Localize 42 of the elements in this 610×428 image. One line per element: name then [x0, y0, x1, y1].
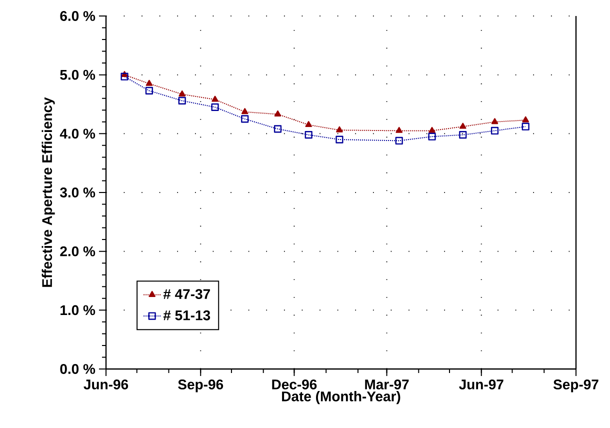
point: [241, 115, 249, 123]
point: [212, 96, 218, 102]
y-tick-label: 1.0 %: [60, 305, 96, 316]
point: [459, 131, 467, 139]
x-tick-label: Jun-97: [459, 380, 504, 390]
y-tick-label: 0.0 %: [60, 364, 96, 374]
point: [459, 122, 466, 129]
point: [178, 90, 186, 96]
x-tick-label: Sep-97: [553, 380, 598, 392]
x-tick-label: Mar-97: [365, 380, 409, 390]
point: [395, 136, 403, 145]
legend-label: # 47-37: [163, 289, 210, 300]
legend-label: # 51-13: [163, 310, 210, 320]
x-tick-label: Sep-96: [178, 380, 224, 392]
x-axis-title: Date (Month-Year): [282, 391, 400, 404]
point: [145, 86, 153, 95]
point: [336, 126, 343, 132]
point: [178, 96, 186, 105]
y-tick-label: 6.0 %: [60, 11, 96, 21]
x-tick-label: Dec-96: [272, 380, 317, 390]
point: [274, 110, 282, 116]
y-tick-label: 2.0 %: [60, 246, 96, 256]
y-tick-label: 3.0 %: [60, 188, 96, 198]
y-tick-label: 4.0 %: [60, 128, 96, 139]
y-tick-label: 5.0 %: [60, 70, 96, 80]
point: [491, 118, 498, 124]
y-axis-title: Effective Aperture Efficiency: [42, 97, 55, 287]
point: [241, 108, 248, 114]
point: [120, 72, 128, 80]
point: [428, 126, 436, 133]
point: [211, 103, 219, 111]
x-tick-label: Jun-96: [84, 380, 128, 390]
point: [522, 116, 529, 122]
point: [146, 80, 153, 86]
point: [428, 132, 436, 140]
point: [522, 122, 530, 130]
point: [336, 136, 344, 144]
point: [304, 131, 312, 139]
point: [396, 126, 402, 133]
point: [305, 121, 312, 128]
point: [274, 125, 282, 133]
point: [490, 126, 499, 135]
